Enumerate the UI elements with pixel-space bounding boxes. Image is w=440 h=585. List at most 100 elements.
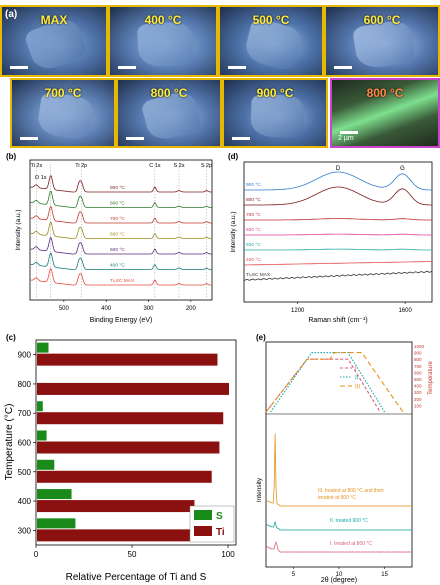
xrd-series-label: II. treated 900 °C xyxy=(330,518,368,524)
raman-series-line xyxy=(244,171,432,191)
temperature-tick: 700 xyxy=(414,364,422,369)
bar-ti xyxy=(37,441,220,454)
xps-series-label: 400 °C xyxy=(110,263,125,269)
bar-s xyxy=(37,430,47,441)
scale-bar-label: 2 µm xyxy=(338,135,354,142)
temperature-tick: 600 xyxy=(414,370,422,375)
panel-c-label: (c) xyxy=(6,333,16,342)
panel-b-xps-chart: (b) Ti 2s O 1s Ti 2p C 1s S 2s S 2p 900 °C 800… xyxy=(6,152,213,324)
temperature-tick: 1000 xyxy=(414,344,425,349)
xps-series-line xyxy=(29,268,212,286)
raman-series-label: 600 °C xyxy=(246,227,261,233)
temperature-tick: 800 xyxy=(414,357,422,362)
raman-series-line xyxy=(243,270,433,281)
xps-peak-label: Ti 2p xyxy=(75,163,87,169)
xps-peak-label: Ti 2s xyxy=(30,163,42,169)
sem-tile-label: 800 °C xyxy=(150,86,188,100)
panel-c-bar-chart: (c) 300 400 500 600 700 800 900 0 50 100 S Ti Rel… xyxy=(4,333,237,583)
xps-x-tick: 300 xyxy=(144,306,155,312)
bar-y-tick: 600 xyxy=(18,439,32,448)
xps-series-line xyxy=(29,252,212,270)
xrd-x-tick: 15 xyxy=(381,572,388,578)
scale-bar xyxy=(340,131,358,134)
xrd-series-label: I. treated at 800 °C xyxy=(330,541,372,547)
xps-series-line xyxy=(29,206,212,224)
panel-e-ylabel: Intensity xyxy=(256,477,263,502)
bar-y-tick: 300 xyxy=(18,526,32,535)
temperature-tick: 300 xyxy=(414,390,422,395)
raman-series-label: 700 °C xyxy=(246,212,261,218)
bar-ti xyxy=(37,529,191,542)
sem-tile-label: MAX xyxy=(40,13,68,27)
xps-series-label: Ti₃SC MAX xyxy=(110,278,135,284)
temperature-profile-line xyxy=(265,352,404,413)
sem-tile-label: 400 °C xyxy=(144,13,182,27)
sem-tile-label: 900 °C xyxy=(256,86,294,100)
panel-d-ylabel: Intensity (a.u.) xyxy=(230,211,237,252)
bar-s xyxy=(37,459,55,470)
bar-ti xyxy=(37,382,229,395)
sem-image-tile: 800 °C 2 µm xyxy=(330,78,440,148)
xps-x-tick: 500 xyxy=(59,306,70,312)
bar-x-tick: 50 xyxy=(128,550,137,559)
raman-series-line xyxy=(244,233,432,236)
xps-peak-label: O 1s xyxy=(35,175,47,181)
scale-bar xyxy=(10,66,28,69)
raman-series-label: 800 °C xyxy=(246,197,261,203)
xps-series-label: 800 °C xyxy=(110,201,125,207)
xrd-series-line xyxy=(265,521,413,531)
xps-peak-label: C 1s xyxy=(149,163,161,169)
raman-series-label: Ti₃SC MAX xyxy=(246,272,271,278)
panel-b-xlabel: Binding Energy (eV) xyxy=(90,317,153,324)
temperature-profile-line xyxy=(270,352,386,413)
scale-bar xyxy=(228,66,246,69)
xps-x-tick: 200 xyxy=(186,306,197,312)
xrd-series-label: III. treated at 800 °C and then xyxy=(318,488,384,494)
panel-b-label: (b) xyxy=(6,152,17,161)
scale-bar xyxy=(232,137,250,140)
xps-series-label: 600 °C xyxy=(110,232,125,238)
scale-bar xyxy=(334,66,352,69)
xps-peak-label: S 2s xyxy=(173,163,184,169)
bar-ti xyxy=(37,500,195,513)
bar-s xyxy=(37,401,43,412)
sem-tile-label: 600 °C xyxy=(363,13,401,27)
raman-series-label: 500 °C xyxy=(246,242,261,248)
temperature-profile-line xyxy=(265,358,381,413)
raman-x-tick: 1200 xyxy=(291,308,305,314)
bar-y-tick: 700 xyxy=(18,409,32,418)
panel-b-ylabel: Intensity (a.u.) xyxy=(15,209,22,250)
sem-tile-label: 500 °C xyxy=(252,13,290,27)
bar-s xyxy=(37,489,72,500)
sem-image-tile: 700 °C xyxy=(10,78,116,148)
raman-series-label: 400 °C xyxy=(246,257,261,263)
panel-e-xlabel: 2θ (degree) xyxy=(321,577,357,584)
raman-series-line xyxy=(244,186,432,206)
raman-series-line xyxy=(244,248,432,251)
sem-image-tile: (a) MAX xyxy=(0,5,108,77)
panel-d-raman-chart: (d) 900 °C 800 °C 700 °C 600 °C 500 °C 400 °C… xyxy=(228,152,433,324)
sem-image-tile: 400 °C xyxy=(108,5,218,77)
temperature-axis-label: Temperature xyxy=(428,360,434,394)
legend-label: Ti xyxy=(216,527,225,538)
sem-tile-label: 700 °C xyxy=(44,86,82,100)
bar-y-tick: 800 xyxy=(18,380,32,389)
bar-s xyxy=(37,518,76,529)
bar-x-tick: 0 xyxy=(34,550,39,559)
sem-image-tile: 900 °C xyxy=(222,78,328,148)
sem-image-tile: 800 °C xyxy=(116,78,222,148)
panel-a-label: (a) xyxy=(5,9,18,20)
temperature-tick: 500 xyxy=(414,377,422,382)
bar-y-tick: 400 xyxy=(18,497,32,506)
bar-ti xyxy=(37,412,224,425)
raman-x-tick: 1600 xyxy=(398,308,412,314)
bar-x-tick: 100 xyxy=(221,550,235,559)
legend-swatch xyxy=(194,510,212,520)
bar-s xyxy=(37,342,49,353)
xrd-series-line xyxy=(265,433,413,507)
panel-d-label: (d) xyxy=(228,152,239,161)
xrd-x-tick: 10 xyxy=(336,572,343,578)
panel-c-ylabel: Temperature (°C) xyxy=(4,404,15,481)
sem-tile-label: 800 °C xyxy=(366,86,404,100)
legend-swatch xyxy=(194,526,212,536)
